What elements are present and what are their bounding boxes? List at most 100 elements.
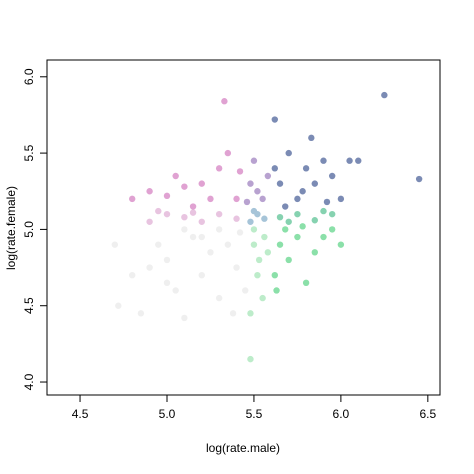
y-tick-label: 6.0 — [22, 68, 36, 85]
point — [236, 229, 244, 236]
point — [247, 180, 254, 187]
point — [415, 175, 423, 183]
point — [215, 226, 223, 233]
point — [155, 241, 162, 248]
point — [247, 218, 254, 225]
point — [299, 188, 306, 195]
point — [155, 207, 162, 215]
x-tick-label: 5.5 — [246, 407, 263, 421]
point — [137, 310, 145, 317]
point — [224, 149, 232, 157]
point — [221, 98, 228, 105]
point — [146, 218, 153, 225]
point — [198, 180, 205, 187]
point — [264, 172, 272, 180]
point — [233, 195, 240, 203]
point — [243, 198, 251, 206]
point — [207, 249, 214, 256]
point — [247, 355, 254, 363]
point — [250, 157, 258, 164]
point — [146, 264, 153, 271]
point — [163, 256, 171, 264]
point — [181, 183, 188, 190]
point — [111, 241, 119, 248]
point — [328, 226, 336, 233]
point — [254, 188, 261, 195]
point — [255, 256, 263, 264]
x-tick-label: 4.5 — [72, 407, 89, 421]
point — [250, 241, 258, 248]
point — [236, 168, 244, 175]
point — [163, 192, 171, 200]
y-tick-label: 4.5 — [22, 297, 36, 314]
point — [233, 215, 240, 222]
point — [285, 218, 292, 225]
point — [282, 203, 289, 210]
point — [355, 157, 362, 164]
point — [172, 172, 179, 180]
point — [259, 294, 266, 302]
point — [181, 226, 188, 233]
x-tick-label: 5.0 — [159, 407, 176, 421]
y-tick-label: 5.0 — [22, 221, 36, 238]
point — [273, 287, 280, 294]
point — [189, 233, 197, 241]
y-axis-label: log(rate.female) — [4, 186, 18, 270]
point — [337, 241, 345, 248]
point — [264, 249, 272, 256]
point — [381, 91, 388, 99]
point — [259, 195, 266, 203]
point — [299, 223, 306, 230]
point — [189, 203, 197, 210]
point — [247, 310, 254, 317]
point — [276, 180, 284, 187]
point — [282, 226, 289, 233]
point — [294, 195, 301, 203]
point — [224, 241, 232, 248]
point — [181, 314, 188, 322]
x-axis-label: log(rate.male) — [206, 441, 280, 455]
point — [294, 233, 301, 241]
point — [320, 233, 327, 241]
point — [198, 271, 205, 279]
point — [198, 218, 205, 225]
y-tick-label: 5.5 — [22, 144, 36, 161]
point — [308, 134, 315, 142]
point — [215, 294, 223, 302]
point — [215, 210, 223, 218]
x-tick-label: 6.5 — [419, 407, 436, 421]
point — [311, 217, 318, 224]
point — [115, 302, 122, 309]
point — [337, 195, 345, 203]
point — [311, 180, 318, 187]
point — [285, 149, 292, 157]
point — [276, 241, 284, 248]
point — [323, 198, 331, 206]
point — [271, 116, 279, 123]
point — [311, 249, 318, 256]
point — [229, 310, 237, 317]
x-tick-label: 6.0 — [333, 407, 350, 421]
point — [320, 157, 327, 164]
point — [302, 165, 310, 172]
point — [271, 165, 279, 172]
point — [163, 279, 171, 287]
point — [207, 195, 214, 203]
point — [328, 210, 336, 218]
point — [250, 207, 258, 215]
point — [129, 271, 136, 279]
point — [261, 233, 268, 241]
point — [215, 165, 223, 172]
point — [189, 209, 197, 216]
point — [181, 213, 188, 221]
point — [129, 195, 136, 203]
point — [271, 271, 279, 279]
point — [328, 172, 336, 180]
point — [261, 215, 268, 222]
point — [198, 233, 205, 241]
point — [250, 226, 258, 233]
point — [242, 287, 249, 294]
point — [294, 210, 301, 218]
point — [302, 279, 310, 287]
